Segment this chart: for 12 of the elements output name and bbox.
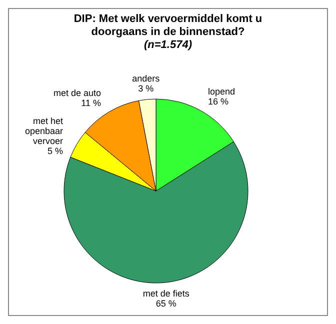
slice-label: anders (132, 73, 160, 84)
data-label: 5 % (48, 146, 64, 156)
data-label: 16 % (208, 96, 229, 106)
slice-label: met de fiets (142, 288, 190, 299)
data-label: 65 % (156, 298, 176, 309)
slice-label: met de auto (53, 88, 102, 98)
chart-subtitle: (n=1.574) (143, 39, 193, 52)
data-label: 11 % (81, 98, 102, 108)
data-label: 3 % (138, 83, 154, 94)
slice-label: met het openbaar vervoer (24, 116, 64, 146)
chart-title: DIP: Met welk vervoermiddel komt u doorgaans in de binnenstad? (72, 13, 264, 39)
slice-label: lopend (208, 86, 236, 96)
